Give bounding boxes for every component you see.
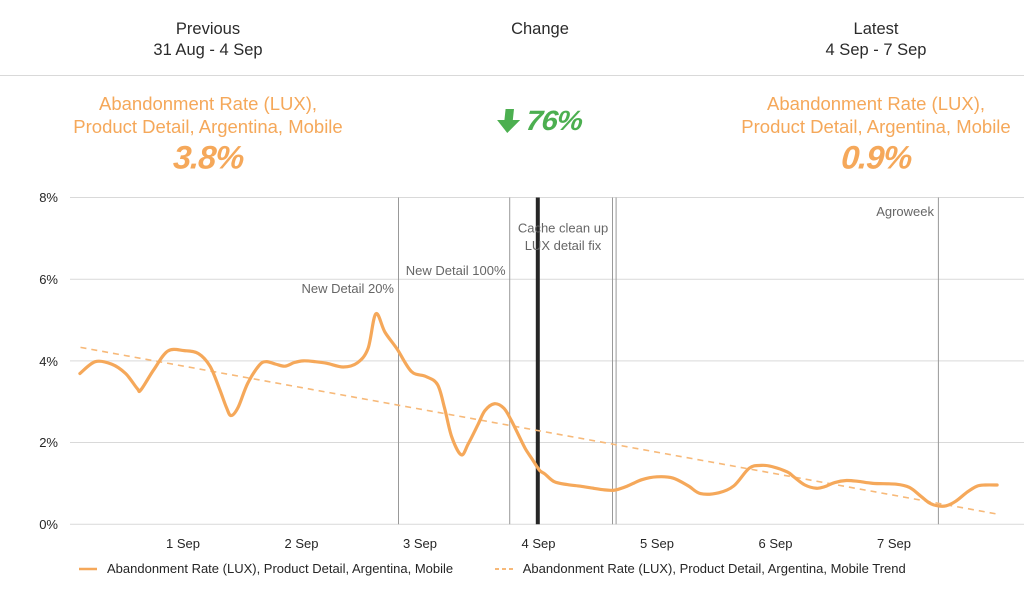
svg-text:0%: 0% — [39, 517, 58, 532]
svg-text:Cache clean up: Cache clean up — [518, 220, 608, 235]
svg-text:8%: 8% — [39, 190, 58, 205]
svg-text:4 Sep: 4 Sep — [522, 536, 556, 551]
svg-text:6 Sep: 6 Sep — [759, 536, 793, 551]
svg-text:4%: 4% — [39, 354, 58, 369]
svg-text:LUX detail fix: LUX detail fix — [525, 238, 602, 253]
svg-text:2%: 2% — [39, 435, 58, 450]
svg-text:5 Sep: 5 Sep — [640, 536, 674, 551]
svg-text:2 Sep: 2 Sep — [285, 536, 319, 551]
svg-text:New Detail 100%: New Detail 100% — [406, 263, 506, 278]
svg-text:6%: 6% — [39, 272, 58, 287]
svg-text:1 Sep: 1 Sep — [166, 536, 200, 551]
svg-text:7 Sep: 7 Sep — [877, 536, 911, 551]
svg-text:3 Sep: 3 Sep — [403, 536, 437, 551]
svg-text:Agroweek: Agroweek — [876, 204, 934, 219]
svg-text:New Detail 20%: New Detail 20% — [302, 281, 395, 296]
